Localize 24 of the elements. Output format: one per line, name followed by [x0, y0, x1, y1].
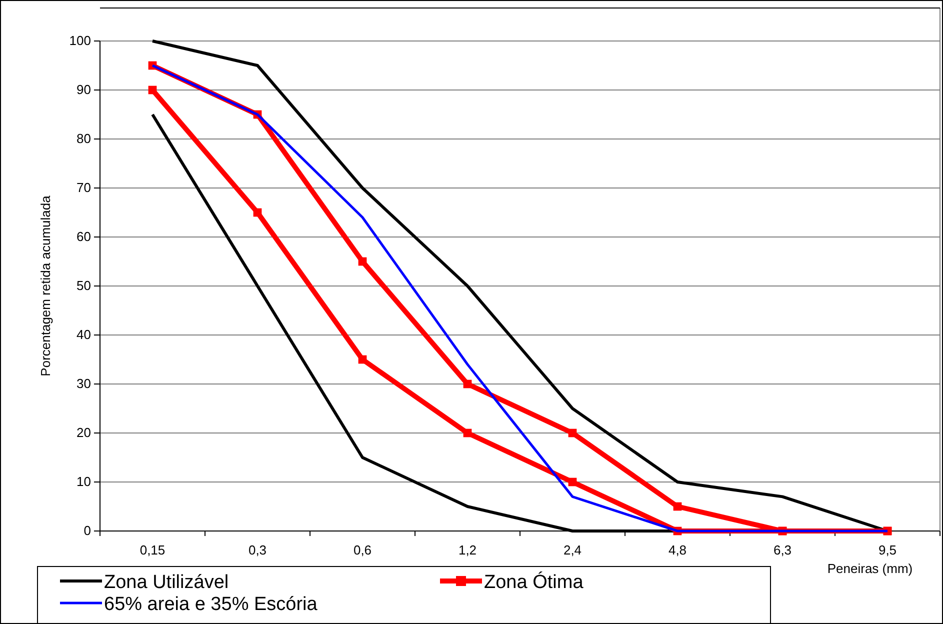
legend-label: Zona Ótima	[484, 571, 584, 593]
y-tick-label: 70	[76, 180, 91, 196]
x-tick-label: 4,8	[668, 542, 687, 558]
x-tick-label: 9,5	[878, 542, 897, 558]
y-tick-label: 60	[76, 229, 91, 244]
x-tick-label: 1,2	[458, 542, 477, 558]
x-tick-label: 2,4	[563, 542, 582, 558]
legend-label: Zona Utilizável	[104, 572, 229, 593]
x-tick-label: 0,15	[140, 542, 166, 558]
y-tick-label: 80	[76, 131, 91, 146]
legend-label: 65% areia e 35% Escória	[104, 594, 318, 615]
y-tick-label: 10	[76, 474, 91, 490]
y-tick-label: 40	[76, 327, 91, 342]
y-tick-label: 90	[76, 82, 91, 98]
y-tick-label: 20	[76, 425, 91, 440]
x-axis-title: Peneiras (mm)	[827, 561, 913, 576]
x-tick-label: 0,6	[353, 542, 372, 558]
y-axis-title: Porcentagem retida acumulada	[38, 194, 53, 376]
y-tick-label: 30	[76, 376, 91, 392]
x-tick-label: 6,3	[773, 542, 792, 558]
y-tick-label: 100	[69, 33, 91, 48]
x-tick-label: 0,3	[248, 542, 267, 558]
y-tick-label: 0	[84, 523, 91, 538]
y-tick-label: 50	[76, 278, 91, 294]
